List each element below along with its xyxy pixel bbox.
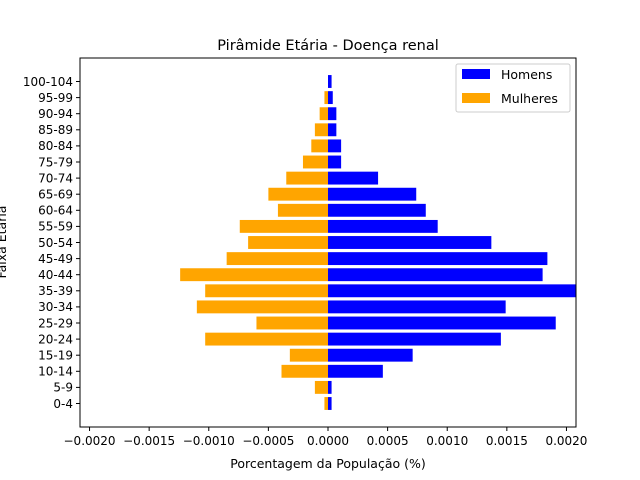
bar-homens-65-69 [328,187,417,201]
bar-homens-5-9 [328,380,332,394]
legend-swatch-mulheres [462,93,490,103]
bar-homens-15-19 [328,348,413,362]
y-axis-ticks: 0-4 5-9 10-14 15-19 20-24 25-29 30-34 35-39 40-4… [23,75,80,411]
y-tick-label: 100-104 [23,75,73,89]
bars-group [180,75,576,410]
bar-mulheres-25-29 [256,316,328,330]
bar-homens-75-79 [328,155,342,169]
y-axis-label: Faixa Etária [0,206,9,279]
y-tick-label: 30-34 [38,300,73,314]
bar-homens-60-64 [328,203,426,217]
y-tick-label: 65-69 [38,188,73,202]
y-tick-label: 25-29 [38,316,73,330]
bar-mulheres-15-19 [289,348,328,362]
bar-homens-100-104 [328,75,332,88]
bar-homens-80-84 [328,139,342,153]
y-tick-label: 35-39 [38,284,73,298]
bar-homens-85-89 [328,123,337,137]
bar-homens-50-54 [328,236,492,249]
bar-homens-20-24 [328,332,501,346]
bar-homens-70-74 [328,171,379,185]
bar-mulheres-0-4 [324,397,328,410]
y-tick-label: 55-59 [38,220,73,234]
bar-homens-40-44 [328,268,543,282]
bar-homens-25-29 [328,316,556,330]
bar-mulheres-55-59 [239,219,328,233]
y-tick-label: 90-94 [38,107,73,121]
legend-label-homens: Homens [501,67,552,82]
bar-homens-30-34 [328,300,506,314]
y-tick-label: 15-19 [38,349,73,363]
x-tick-label: 0.0005 [367,434,409,448]
bar-mulheres-65-69 [268,187,328,201]
bar-mulheres-20-24 [205,332,328,346]
bar-mulheres-85-89 [314,123,328,137]
y-tick-label: 80-84 [38,139,73,153]
x-tick-label: −0.0020 [64,434,116,448]
y-tick-label: 20-24 [38,332,73,346]
bar-mulheres-75-79 [302,155,328,169]
y-tick-label: 0-4 [53,397,73,411]
legend-swatch-homens [462,69,490,79]
bar-mulheres-45-49 [226,252,328,266]
y-tick-label: 60-64 [38,204,73,218]
bar-mulheres-60-64 [277,203,328,217]
bar-mulheres-35-39 [205,284,328,298]
x-tick-label: −0.0010 [183,434,235,448]
x-tick-label: 0.0010 [426,434,468,448]
bar-homens-55-59 [328,219,438,233]
bar-mulheres-30-34 [196,300,328,314]
bar-mulheres-95-99 [324,91,328,105]
y-tick-label: 40-44 [38,268,73,282]
bar-homens-0-4 [328,397,332,410]
x-tick-label: −0.0015 [123,434,175,448]
bar-homens-10-14 [328,364,383,378]
x-tick-label: 0.0000 [307,434,349,448]
x-tick-label: 0.0015 [486,434,528,448]
bar-homens-90-94 [328,107,337,121]
y-tick-label: 45-49 [38,252,73,266]
x-tick-label: 0.0020 [545,434,587,448]
y-tick-label: 75-79 [38,155,73,169]
y-tick-label: 70-74 [38,171,73,185]
bar-mulheres-40-44 [180,268,328,282]
legend-label-mulheres: Mulheres [501,91,558,106]
bar-mulheres-10-14 [281,364,328,378]
bar-mulheres-5-9 [314,380,328,394]
y-tick-label: 50-54 [38,236,73,250]
bar-mulheres-50-54 [248,236,328,249]
chart-title: Pirâmide Etária - Doença renal [217,38,439,54]
y-tick-label: 10-14 [38,365,73,379]
bar-homens-45-49 [328,252,548,266]
x-axis-ticks: −0.0020 −0.0015 −0.0010 −0.0005 0.0000 0.0005… [64,427,587,448]
bar-mulheres-80-84 [311,139,328,153]
x-axis-label: Porcentagem da População (%) [230,456,426,471]
bar-mulheres-90-94 [319,107,328,121]
y-tick-label: 95-99 [38,91,73,105]
bar-mulheres-70-74 [286,171,328,185]
bar-homens-95-99 [328,91,333,105]
y-tick-label: 85-89 [38,123,73,137]
x-tick-label: −0.0005 [242,434,294,448]
legend: Homens Mulheres [455,63,571,113]
bar-homens-35-39 [328,284,576,298]
y-tick-label: 5-9 [53,381,73,395]
